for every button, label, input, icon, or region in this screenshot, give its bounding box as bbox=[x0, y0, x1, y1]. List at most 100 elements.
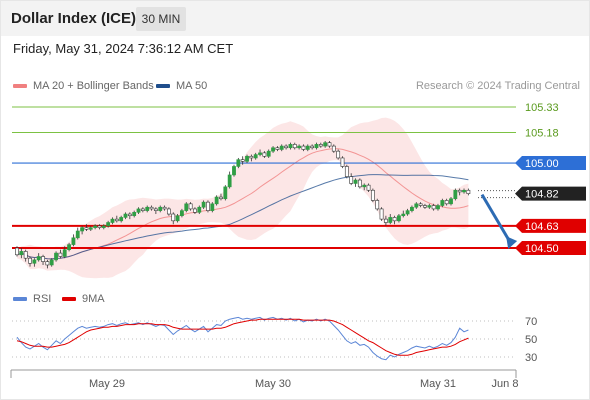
candle bbox=[397, 214, 401, 223]
x-tick-label: May 31 bbox=[420, 378, 456, 390]
candle bbox=[349, 173, 354, 186]
candle bbox=[423, 203, 427, 209]
candle bbox=[336, 149, 341, 160]
candle bbox=[314, 142, 319, 150]
candle bbox=[271, 146, 275, 153]
legend-9ma-label: 9MA bbox=[82, 293, 105, 305]
candle bbox=[119, 215, 124, 223]
rsi-9ma-line bbox=[16, 318, 469, 356]
rsi-line bbox=[16, 316, 469, 361]
candle bbox=[279, 144, 284, 152]
candle-body bbox=[45, 261, 50, 266]
candle-body bbox=[466, 189, 471, 194]
candle bbox=[58, 249, 63, 259]
candle-body bbox=[357, 179, 362, 188]
resistance-label: 105.33 bbox=[525, 102, 559, 114]
x-tick-label: May 30 bbox=[255, 378, 291, 390]
candle bbox=[323, 140, 328, 148]
candle-body bbox=[167, 208, 171, 215]
candle bbox=[171, 212, 176, 225]
candle-body bbox=[67, 244, 71, 250]
support-tag bbox=[515, 241, 586, 255]
candle-body bbox=[54, 252, 58, 261]
candle bbox=[167, 207, 171, 216]
candle bbox=[188, 202, 193, 211]
candle-body bbox=[227, 174, 232, 188]
candle-body bbox=[58, 252, 63, 257]
candle-body bbox=[149, 206, 154, 210]
candle bbox=[466, 188, 471, 196]
candle bbox=[236, 157, 241, 169]
candle bbox=[401, 210, 406, 218]
candle bbox=[88, 225, 93, 232]
candle bbox=[297, 144, 302, 150]
candle-body bbox=[232, 166, 236, 176]
rsi-swatch-icon bbox=[13, 297, 27, 301]
candle-body bbox=[310, 145, 315, 149]
candle-body bbox=[249, 155, 254, 159]
candle-body bbox=[405, 210, 410, 215]
candle-body bbox=[379, 208, 384, 220]
legend-ma20-bollinger: MA 20 + Bollinger Bands bbox=[13, 80, 154, 92]
candle-body bbox=[253, 154, 258, 159]
candle-body bbox=[388, 217, 393, 223]
x-axis-group: May 29 May 30 May 31 Jun 8 bbox=[10, 369, 518, 390]
candle-body bbox=[132, 212, 137, 217]
candle-body bbox=[392, 217, 397, 222]
candle-body bbox=[101, 225, 106, 228]
pivot-label: 105.00 bbox=[525, 158, 559, 170]
candle bbox=[97, 224, 102, 230]
candle bbox=[123, 212, 128, 220]
candle-body bbox=[462, 189, 466, 193]
candle-body bbox=[340, 157, 345, 167]
candle-body bbox=[88, 227, 93, 230]
candle bbox=[45, 259, 50, 269]
candle-body bbox=[123, 213, 128, 218]
candle-body bbox=[114, 218, 119, 222]
candle bbox=[288, 142, 293, 150]
candle-body bbox=[19, 251, 24, 256]
bollinger-band-group bbox=[16, 117, 469, 279]
candle-body bbox=[71, 237, 76, 245]
candle bbox=[292, 142, 297, 150]
candle bbox=[132, 210, 137, 218]
candle bbox=[388, 214, 393, 225]
candle-body bbox=[28, 257, 32, 264]
candle-body bbox=[314, 144, 319, 149]
legend-9ma: 9MA bbox=[62, 293, 105, 305]
candle bbox=[436, 203, 440, 211]
candle-body bbox=[41, 256, 45, 262]
candle bbox=[67, 242, 71, 252]
x-tick-label: May 29 bbox=[89, 378, 125, 390]
current-price-tag bbox=[515, 186, 586, 201]
candle bbox=[357, 178, 362, 189]
candle-body bbox=[401, 213, 406, 217]
candle-body bbox=[370, 189, 375, 201]
candle bbox=[353, 178, 358, 187]
pivot-tag bbox=[515, 156, 586, 171]
candle-body bbox=[93, 225, 98, 228]
candle bbox=[362, 183, 367, 191]
candle-body bbox=[292, 144, 297, 149]
candle bbox=[101, 224, 106, 230]
candle bbox=[62, 246, 67, 259]
candle-body bbox=[145, 206, 150, 211]
candle-body bbox=[331, 145, 336, 152]
support-tag bbox=[515, 218, 586, 233]
candle bbox=[140, 207, 145, 213]
candle bbox=[193, 207, 197, 215]
candle bbox=[153, 207, 158, 215]
candle-body bbox=[423, 205, 427, 208]
candle bbox=[379, 207, 384, 221]
support-label: 104.63 bbox=[525, 221, 559, 233]
candle-body bbox=[49, 259, 54, 266]
candle-body bbox=[305, 145, 310, 150]
candle-body bbox=[240, 159, 245, 162]
candle-body bbox=[197, 206, 202, 213]
candle-body bbox=[440, 200, 445, 206]
legend-rsi-label: RSI bbox=[33, 293, 52, 305]
candle bbox=[175, 214, 180, 223]
candle-body bbox=[288, 144, 293, 149]
interval-button[interactable]: 30 MIN bbox=[136, 7, 186, 31]
